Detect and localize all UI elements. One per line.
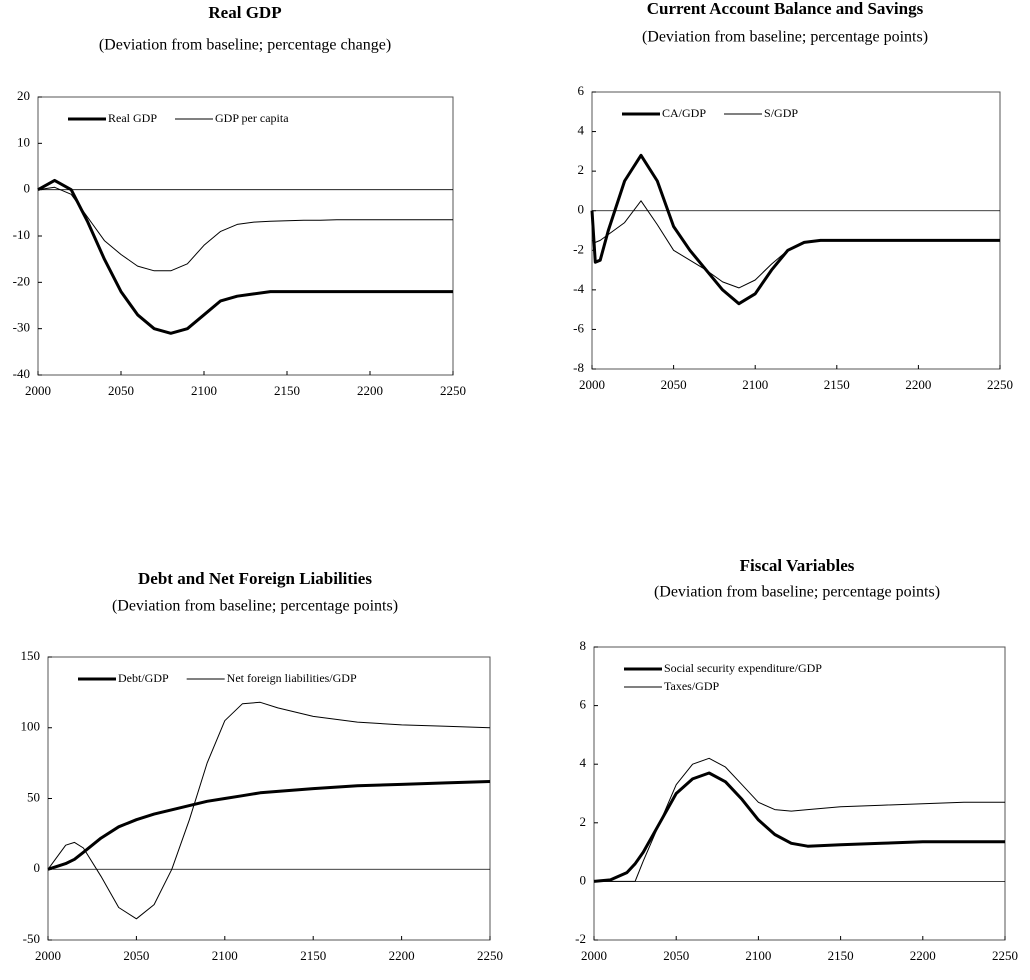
series-line	[37, 178, 453, 335]
x-tick-label: 2250	[987, 377, 1013, 392]
y-tick-label: 8	[580, 638, 587, 653]
y-tick-label: 6	[578, 83, 585, 98]
y-tick-label: -20	[13, 273, 30, 288]
y-tick-label: 2	[580, 814, 587, 829]
y-tick-label: -2	[575, 931, 586, 946]
plot-frame	[593, 646, 1006, 941]
series-line	[590, 153, 1000, 306]
legend-label: GDP per capita	[215, 111, 289, 125]
x-tick-label: 2250	[440, 383, 466, 398]
series-line	[47, 701, 491, 920]
legend-label: Real GDP	[108, 111, 157, 125]
chart-subtitle: (Deviation from baseline; percentage poi…	[642, 29, 928, 46]
plot-frame	[37, 96, 454, 376]
x-tick-label: 2150	[274, 383, 300, 398]
x-tick-label: 2050	[661, 377, 687, 392]
chart-subtitle: (Deviation from baseline; percentage poi…	[654, 584, 940, 601]
chart-title: Current Account Balance and Savings	[647, 0, 924, 18]
x-tick-label: 2050	[123, 948, 149, 963]
x-tick-label: 2000	[581, 948, 607, 963]
series-line	[37, 186, 453, 272]
plot-frame	[47, 656, 491, 941]
x-tick-label: 2100	[742, 377, 768, 392]
y-tick-label: 0	[578, 202, 585, 217]
x-tick-label: 2200	[357, 383, 383, 398]
y-tick-label: 150	[21, 648, 41, 663]
x-tick-label: 2000	[25, 383, 51, 398]
legend-label: Net foreign liabilities/GDP	[227, 671, 357, 685]
series-line	[591, 200, 1000, 289]
x-tick-label: 2100	[191, 383, 217, 398]
x-tick-label: 2200	[389, 948, 415, 963]
y-tick-label: 20	[17, 88, 30, 103]
legend-label: Taxes/GDP	[664, 679, 719, 693]
y-tick-label: 4	[578, 123, 585, 138]
x-tick-label: 2000	[579, 377, 605, 392]
y-tick-label: 100	[21, 719, 41, 734]
series-line	[47, 780, 491, 871]
y-tick-label: 10	[17, 134, 30, 149]
chart-subtitle: (Deviation from baseline; percentage poi…	[112, 598, 398, 615]
x-tick-label: 2150	[300, 948, 326, 963]
legend-label: S/GDP	[764, 106, 798, 120]
y-tick-label: -6	[573, 320, 584, 335]
y-tick-label: -2	[573, 241, 584, 256]
x-tick-label: 2200	[905, 377, 931, 392]
x-tick-label: 2100	[745, 948, 771, 963]
y-tick-label: -10	[13, 227, 30, 242]
y-tick-label: -40	[13, 366, 30, 381]
y-tick-label: -30	[13, 320, 30, 335]
legend-label: Social security expenditure/GDP	[664, 661, 822, 675]
x-tick-label: 2250	[477, 948, 503, 963]
chart-title: Real GDP	[208, 3, 281, 22]
chart-title: Debt and Net Foreign Liabilities	[138, 569, 372, 588]
x-tick-label: 2150	[824, 377, 850, 392]
chart-subtitle: (Deviation from baseline; percentage cha…	[99, 37, 391, 54]
legend-label: CA/GDP	[662, 106, 706, 120]
y-tick-label: 0	[24, 181, 31, 196]
legend-label: Debt/GDP	[118, 671, 169, 685]
chart-title: Fiscal Variables	[740, 556, 855, 575]
y-tick-label: 4	[580, 755, 587, 770]
y-tick-label: 2	[578, 162, 585, 177]
y-tick-label: 0	[580, 872, 587, 887]
y-tick-label: -4	[573, 281, 584, 296]
y-tick-label: -50	[23, 931, 40, 946]
y-tick-label: 0	[34, 860, 41, 875]
x-tick-label: 2100	[212, 948, 238, 963]
y-tick-label: 50	[27, 789, 40, 804]
x-tick-label: 2050	[663, 948, 689, 963]
x-tick-label: 2200	[910, 948, 936, 963]
x-tick-label: 2150	[828, 948, 854, 963]
x-tick-label: 2250	[992, 948, 1018, 963]
plot-frame	[591, 91, 1001, 370]
y-tick-label: -8	[573, 360, 584, 375]
series-line	[593, 771, 1005, 883]
y-tick-label: 6	[580, 697, 587, 712]
series-line	[594, 757, 1005, 882]
x-tick-label: 2050	[108, 383, 134, 398]
x-tick-label: 2000	[35, 948, 61, 963]
